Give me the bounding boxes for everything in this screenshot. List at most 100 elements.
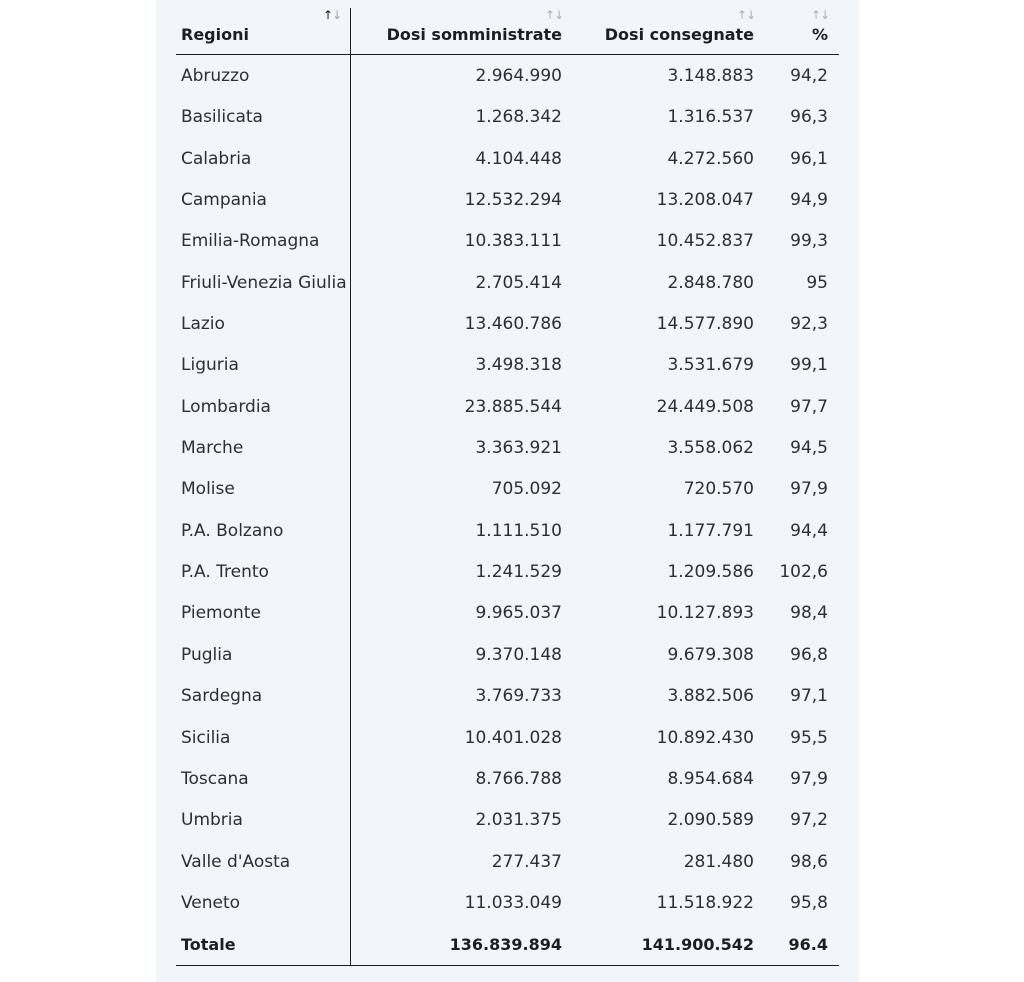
cell-totale-somministrate: 136.839.894 [449,935,562,955]
table-row: Abruzzo 2.964.990 3.148.883 94,2 [0,56,1024,97]
sort-up-icon: ↑ [545,8,555,22]
cell-percent: 102,6 [779,562,828,583]
sort-up-icon: ↑ [811,8,821,22]
cell-consegnate: 720.570 [683,479,754,500]
cell-consegnate: 10.452.837 [656,231,754,252]
cell-consegnate: 1.209.586 [667,562,754,583]
table-row: Campania 12.532.294 13.208.047 94,9 [0,180,1024,221]
cell-regione: Molise [181,479,235,500]
cell-consegnate: 3.531.679 [667,355,754,376]
table-row: P.A. Trento 1.241.529 1.209.586 102,6 [0,552,1024,593]
cell-percent: 96,1 [790,148,828,169]
cell-regione: Marche [181,438,244,459]
cell-somministrate: 23.885.544 [464,396,562,417]
cell-consegnate: 8.954.684 [667,768,754,789]
cell-somministrate: 10.383.111 [464,231,562,252]
cell-consegnate: 24.449.508 [656,396,754,417]
cell-somministrate: 3.498.318 [475,355,562,376]
cell-percent: 97,9 [790,479,828,500]
cell-regione: Friuli-Venezia Giulia [181,272,347,293]
cell-regione: Sicilia [181,727,231,748]
table-row: Molise 705.092 720.570 97,9 [0,469,1024,510]
sort-dosi-consegnate-icon[interactable]: ↑↓ [737,8,756,22]
cell-somministrate: 1.268.342 [475,107,562,128]
cell-percent: 99,3 [790,231,828,252]
cell-regione: Abruzzo [181,66,250,86]
cell-somministrate: 9.370.148 [475,644,562,665]
cell-regione: Umbria [181,810,243,831]
cell-regione: Veneto [181,892,241,913]
table-row: Lombardia 23.885.544 24.449.508 97,7 [0,387,1024,428]
cell-regione: Lazio [181,314,225,335]
cell-regione: Valle d'Aosta [181,851,291,872]
table-row: Valle d'Aosta 277.437 281.480 98,6 [0,842,1024,883]
cell-percent: 99,1 [790,355,828,376]
cell-somministrate: 11.033.049 [464,892,562,913]
cell-consegnate: 3.558.062 [667,438,754,459]
table-row: Toscana 8.766.788 8.954.684 97,9 [0,759,1024,800]
cell-somministrate: 3.769.733 [475,686,562,707]
sort-dosi-somministrate-icon[interactable]: ↑↓ [545,8,564,22]
cell-regione: Campania [181,190,267,211]
table-total-row: Totale 136.839.894 141.900.542 96.4 [0,924,1024,965]
cell-somministrate: 4.104.448 [475,148,562,169]
column-divider [350,8,351,966]
cell-percent: 97,7 [790,396,828,417]
cell-percent: 97,2 [790,810,828,831]
table-panel [156,0,859,982]
cell-regione: Puglia [181,644,233,665]
cell-regione: Liguria [181,355,239,376]
cell-somministrate: 13.460.786 [464,314,562,335]
table-row: Sicilia 10.401.028 10.892.430 95,5 [0,718,1024,759]
cell-percent: 94,4 [790,520,828,541]
cell-regione: Toscana [181,768,249,789]
sort-percent-icon[interactable]: ↑↓ [811,8,830,22]
cell-regione: Sardegna [181,686,263,707]
cell-somministrate: 277.437 [491,851,562,872]
sort-down-icon: ↓ [554,8,564,22]
header-dosi-consegnate[interactable]: Dosi consegnate [604,25,754,44]
cell-consegnate: 9.679.308 [667,644,754,665]
cell-totale-consegnate: 141.900.542 [641,935,754,955]
table-row: Lazio 13.460.786 14.577.890 92,3 [0,304,1024,345]
cell-percent: 98,4 [790,603,828,624]
cell-percent: 95,8 [790,892,828,913]
table-row: Liguria 3.498.318 3.531.679 99,1 [0,345,1024,386]
cell-percent: 96,3 [790,107,828,128]
header-rule [176,54,839,55]
cell-somministrate: 8.766.788 [475,768,562,789]
cell-percent: 92,3 [790,314,828,335]
cell-totale-label: Totale [181,935,236,955]
cell-consegnate: 4.272.560 [667,148,754,169]
cell-percent: 94,2 [790,66,828,86]
cell-consegnate: 2.090.589 [667,810,754,831]
table-row: Umbria 2.031.375 2.090.589 97,2 [0,800,1024,841]
cell-consegnate: 3.882.506 [667,686,754,707]
sort-up-icon: ↑ [737,8,747,22]
cell-regione: Piemonte [181,603,261,624]
cell-regione: Lombardia [181,396,271,417]
cell-somministrate: 2.031.375 [475,810,562,831]
sort-regioni-icon[interactable]: ↑↓ [323,8,342,22]
table-row: Piemonte 9.965.037 10.127.893 98,4 [0,593,1024,634]
cell-percent: 97,1 [790,686,828,707]
cell-consegnate: 11.518.922 [656,892,754,913]
cell-totale-percent: 96.4 [788,935,828,955]
header-regioni[interactable]: Regioni [181,25,249,44]
cell-somministrate: 3.363.921 [475,438,562,459]
table-row: Sardegna 3.769.733 3.882.506 97,1 [0,676,1024,717]
header-percent[interactable]: % [811,25,828,44]
cell-percent: 97,9 [790,768,828,789]
cell-somministrate: 1.111.510 [475,520,562,541]
cell-somministrate: 12.532.294 [464,190,562,211]
cell-consegnate: 13.208.047 [656,190,754,211]
cell-consegnate: 10.127.893 [656,603,754,624]
cell-percent: 96,8 [790,644,828,665]
cell-consegnate: 10.892.430 [656,727,754,748]
table-row: P.A. Bolzano 1.111.510 1.177.791 94,4 [0,511,1024,552]
sort-down-icon: ↓ [820,8,830,22]
cell-regione: Emilia-Romagna [181,231,320,252]
sort-down-icon: ↓ [746,8,756,22]
cell-consegnate: 281.480 [683,851,754,872]
header-dosi-somministrate[interactable]: Dosi somministrate [386,25,562,44]
